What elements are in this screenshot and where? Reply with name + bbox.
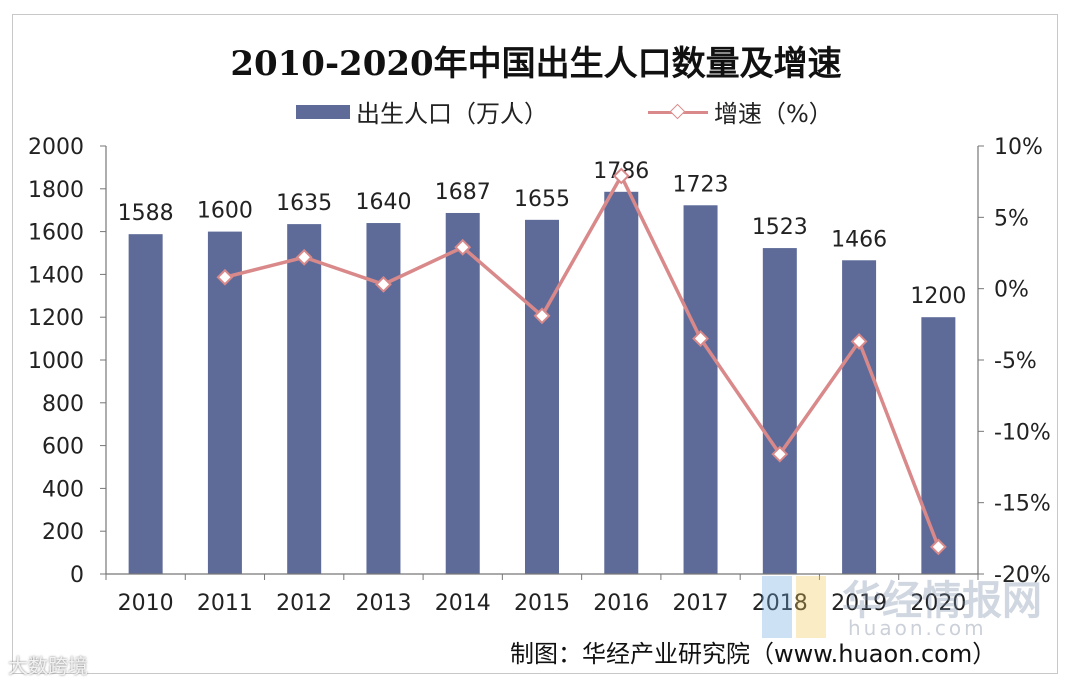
- legend-bar-swatch: [296, 104, 350, 119]
- bar-2014: [445, 212, 480, 574]
- growth-marker-2020: [929, 538, 947, 556]
- x-tick-label: 2016: [593, 591, 649, 616]
- data-label-2013: 1640: [355, 190, 411, 215]
- growth-marker-2015: [533, 307, 551, 325]
- growth-marker-2017: [692, 330, 709, 348]
- growth-marker-2012: [295, 248, 313, 266]
- x-tick-label: 2014: [435, 591, 491, 616]
- bar-2011: [207, 231, 242, 574]
- bar-2017: [683, 205, 718, 574]
- data-label-2015: 1655: [514, 187, 570, 212]
- x-tick-label: 2013: [355, 591, 411, 616]
- y-left-tick-label: 1400: [28, 263, 84, 288]
- x-tick-label: 2017: [673, 591, 729, 616]
- growth-marker-2016: [612, 167, 630, 185]
- y-left-tick-label: 0: [70, 563, 84, 588]
- corner-watermark: 大数跨境: [8, 654, 88, 678]
- data-label-2014: 1687: [435, 180, 491, 205]
- watermark-brand: 华经情报网: [842, 578, 1042, 624]
- data-label-2012: 1635: [276, 191, 332, 216]
- x-tick-label: 2011: [197, 591, 253, 616]
- y-left-tick-label: 800: [42, 392, 84, 417]
- bar-2015: [525, 219, 559, 574]
- growth-marker-2018: [771, 445, 789, 463]
- y-right-tick-label: -10%: [994, 420, 1051, 445]
- bar-2019: [842, 260, 877, 574]
- y-left-tick-label: 400: [42, 477, 84, 502]
- y-left-tick-label: 1800: [28, 178, 84, 203]
- watermark-logo: [762, 576, 828, 638]
- legend-item-births: 出生人口（万人）: [296, 94, 548, 129]
- y-left-tick-label: 1200: [28, 306, 84, 331]
- legend-line-swatch: [648, 103, 708, 119]
- data-label-2010: 1588: [118, 201, 174, 226]
- chart-title: 2010-2020年中国出生人口数量及增速: [230, 44, 842, 84]
- x-tick-label: 2010: [118, 591, 174, 616]
- bar-2010: [128, 234, 163, 574]
- data-label-2018: 1523: [752, 215, 808, 240]
- y-left-tick-label: 600: [42, 435, 84, 460]
- x-tick-label: 2019: [831, 591, 887, 616]
- legend-item-growth: 增速（%）: [648, 94, 833, 129]
- x-tick-label: 2020: [910, 591, 966, 616]
- data-label-2017: 1723: [673, 172, 729, 197]
- watermark-domain: huaon.com: [848, 616, 987, 640]
- y-left-tick-label: 1000: [28, 349, 84, 374]
- x-tick-label: 2015: [514, 591, 570, 616]
- x-tick-label: 2012: [276, 591, 332, 616]
- growth-rate-line: [224, 174, 940, 548]
- y-left-tick-label: 2000: [28, 135, 84, 160]
- growth-marker-2013: [375, 275, 392, 293]
- legend-label-growth: 增速（%）: [714, 100, 833, 128]
- bar-2018: [762, 248, 797, 574]
- bar-2016: [604, 191, 639, 574]
- legend-label-births: 出生人口（万人）: [356, 100, 548, 128]
- data-label-2020: 1200: [910, 284, 966, 309]
- x-tick-label: 2018: [752, 591, 808, 616]
- data-label-2019: 1466: [831, 227, 887, 252]
- y-right-tick-label: 0%: [994, 278, 1029, 303]
- growth-marker-2011: [216, 268, 234, 286]
- y-left-tick-label: 1600: [28, 221, 84, 246]
- source-note: 制图：华经产业研究院（www.huaon.com）: [510, 640, 997, 668]
- bar-2013: [366, 223, 401, 575]
- legend: 出生人口（万人） 增速（%）: [0, 94, 1072, 130]
- y-left-tick-label: 200: [42, 520, 84, 545]
- y-right-tick-label: 10%: [994, 135, 1043, 160]
- growth-marker-2019: [850, 333, 868, 350]
- bar-2020: [921, 317, 956, 574]
- bar-2012: [287, 224, 322, 575]
- y-right-tick-label: -5%: [994, 349, 1037, 374]
- y-right-tick-label: -20%: [994, 563, 1051, 588]
- growth-marker-2014: [454, 238, 472, 256]
- y-right-tick-label: 5%: [994, 206, 1029, 231]
- y-right-tick-label: -15%: [994, 492, 1051, 517]
- data-label-2011: 1600: [197, 199, 253, 224]
